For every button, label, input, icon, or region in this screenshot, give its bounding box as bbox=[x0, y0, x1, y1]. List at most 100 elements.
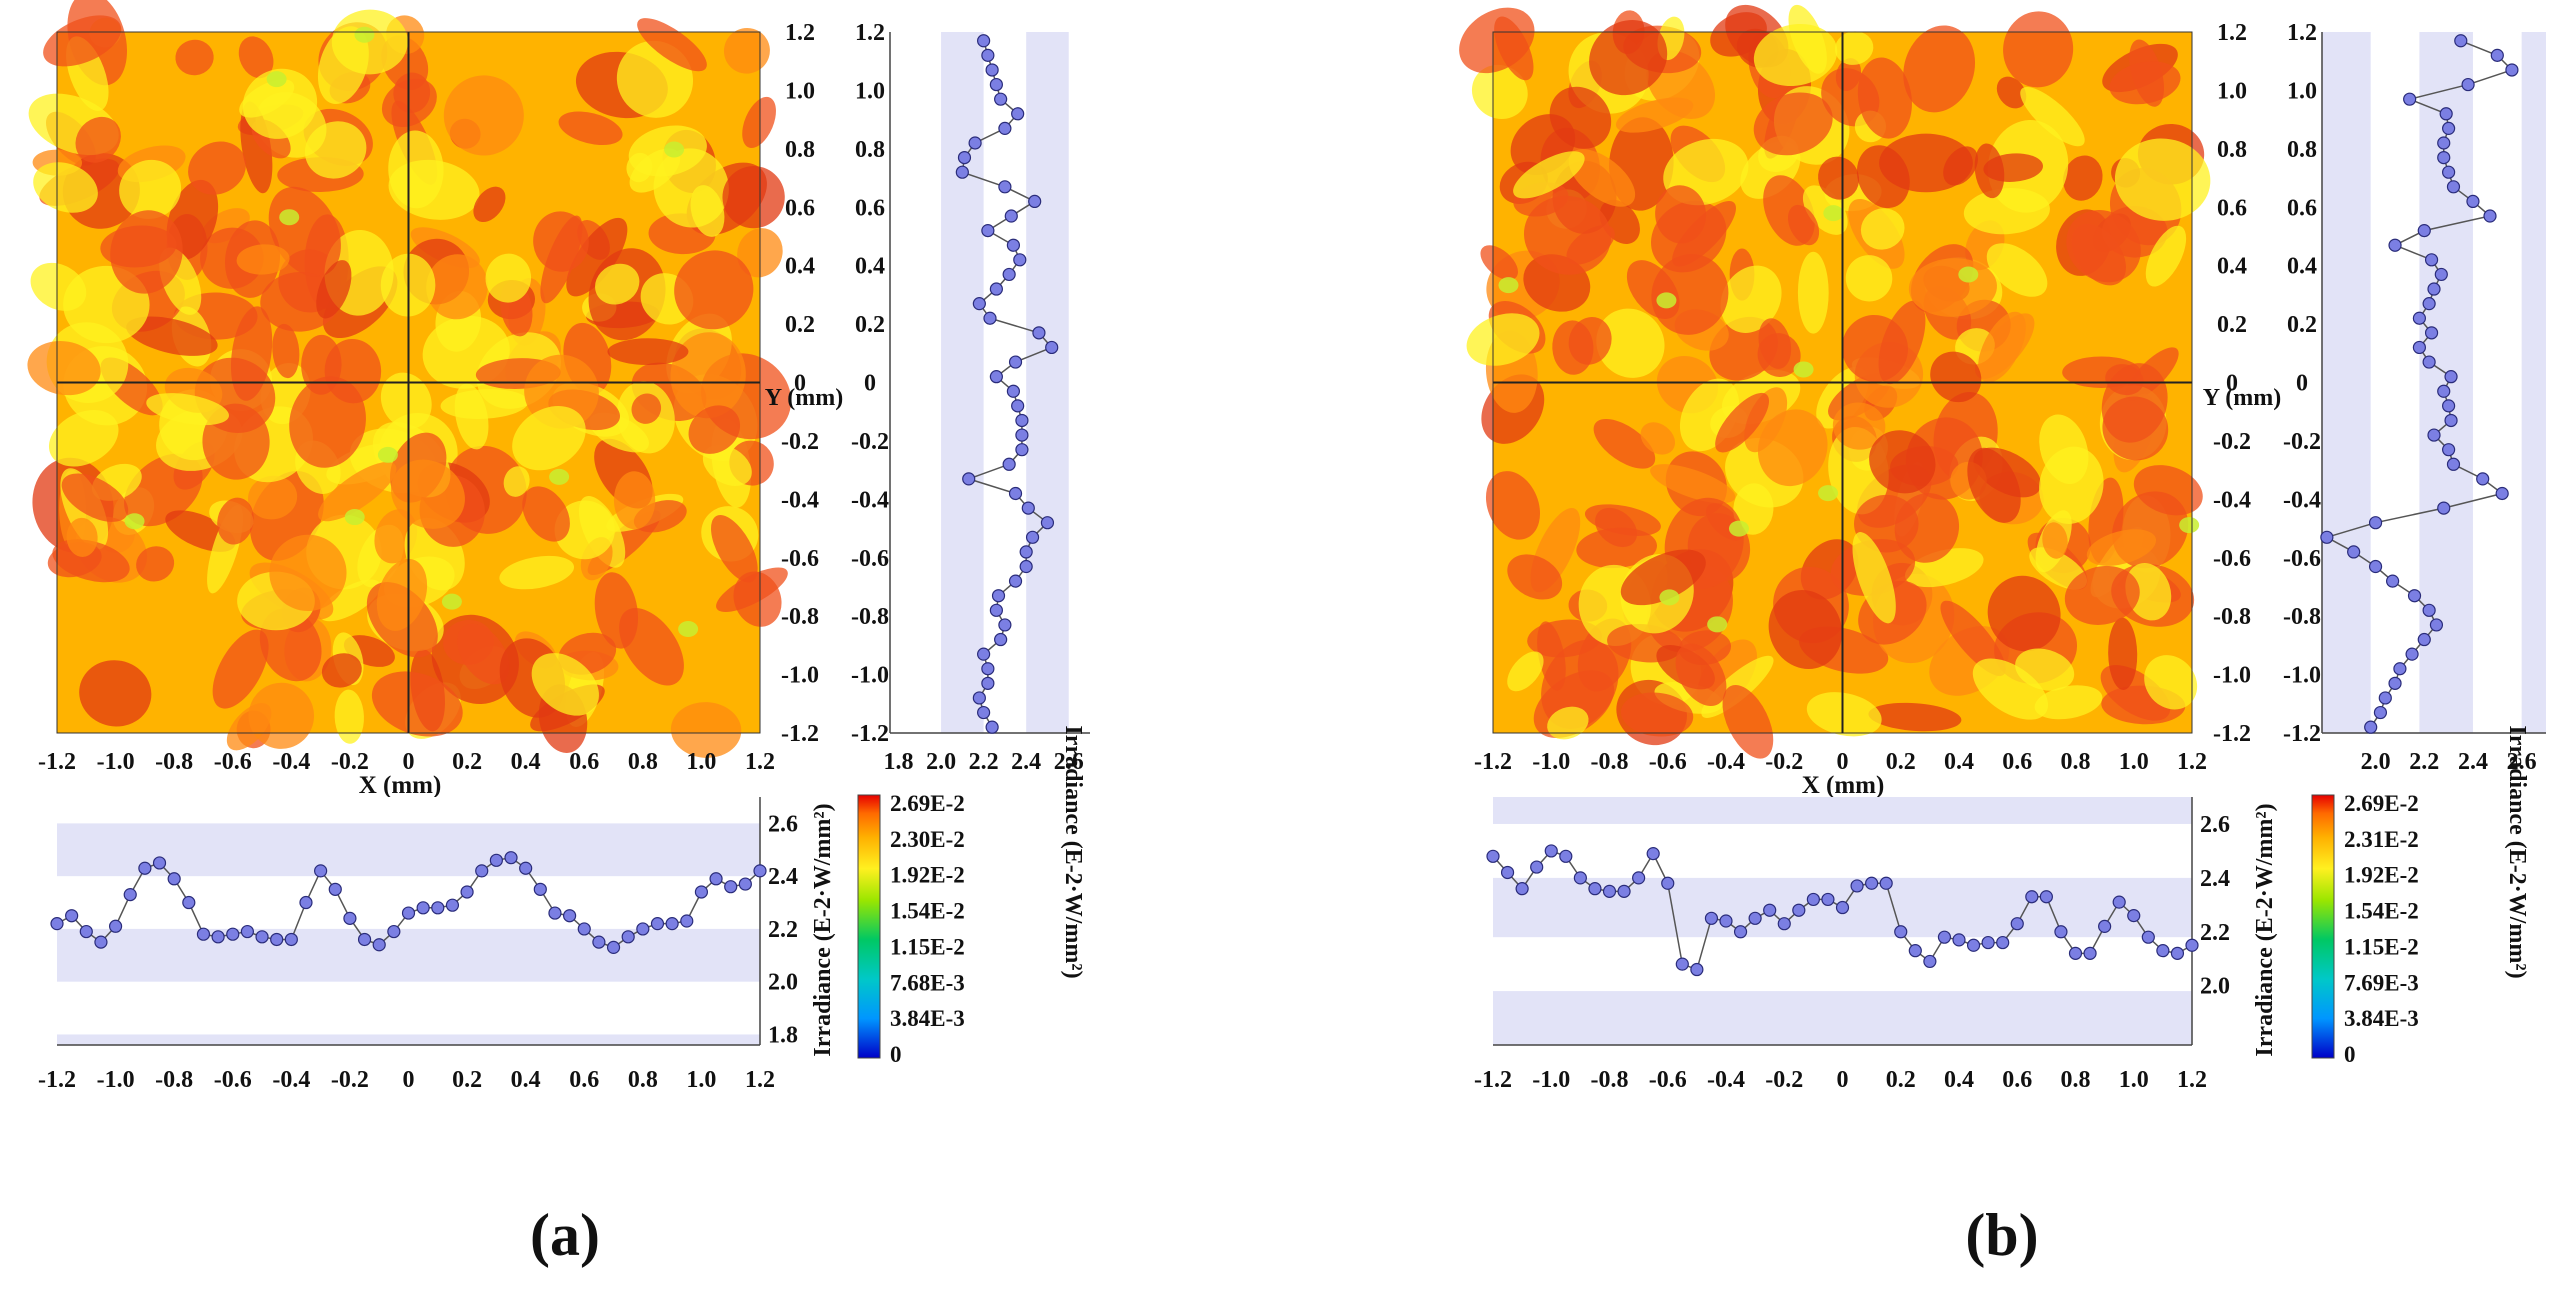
y-tick-label: -0.2 bbox=[2283, 429, 2321, 455]
heatmap-blob bbox=[499, 555, 574, 590]
hprofile-y-tick-label: 1.8 bbox=[768, 1022, 798, 1048]
vprofile-point bbox=[2461, 77, 2475, 92]
heatmap-blob bbox=[2039, 414, 2089, 485]
hprofile-point bbox=[2185, 938, 2199, 952]
hprofile-point bbox=[255, 930, 269, 944]
heatmap-blob bbox=[1513, 151, 1585, 199]
panel-b-crosshair bbox=[1493, 32, 2192, 733]
vprofile-point bbox=[2429, 618, 2444, 632]
vprofile-point bbox=[998, 180, 1012, 194]
vprofile-point bbox=[968, 136, 982, 150]
heatmap-blob bbox=[1894, 493, 1960, 563]
heatmap-blob bbox=[318, 461, 397, 522]
heatmap-blob bbox=[1523, 195, 1612, 275]
vprofile-point bbox=[1015, 443, 1029, 457]
vprofile-point bbox=[1011, 107, 1025, 121]
panel-a-vprofile-y-ticks: -1.2 -1.2 -1.0 -1.0 -0.8 -0.8 -0.6 -0.6 -0.4 -0.4… bbox=[781, 20, 889, 747]
hprofile-point bbox=[2068, 946, 2083, 960]
panel-a-colorbar-ticks: 2.69E-2 2.30E-2 1.92E-2 1.54E-2 1.15E-2 7.68E… bbox=[890, 791, 965, 1067]
colorbar-tick-label: 0 bbox=[890, 1042, 902, 1067]
heatmap-blob bbox=[200, 227, 264, 289]
heatmap-blob bbox=[316, 260, 352, 319]
hprofile-point bbox=[563, 909, 577, 923]
colorbar-tick-label: 1.92E-2 bbox=[2344, 863, 2419, 888]
heatmap-hotspot bbox=[1707, 616, 1728, 633]
panel-b-vprofile-x-ticks: 2.0 2.2 2.4 2.6 bbox=[2361, 749, 2537, 775]
hprofile-point bbox=[1690, 962, 1704, 977]
hprofile-x-tick-label: -0.6 bbox=[1649, 1067, 1687, 1093]
heatmap-blob bbox=[175, 39, 214, 76]
hprofile-point bbox=[1500, 865, 1515, 880]
vprofile-point bbox=[2412, 311, 2426, 325]
hprofile-y-tick-label: 2.2 bbox=[2200, 920, 2230, 946]
vprofile-band bbox=[2322, 32, 2371, 733]
heatmap-blob bbox=[512, 406, 586, 471]
heatmap-blob bbox=[426, 254, 488, 320]
hprofile-point bbox=[1996, 935, 2010, 950]
vprofile-point bbox=[2373, 705, 2388, 720]
hprofile-x-tick-label: 1.2 bbox=[2177, 1067, 2207, 1093]
heatmap-blob bbox=[1963, 188, 2050, 235]
x-tick-label: 1.0 bbox=[2119, 749, 2149, 775]
vprofile-point bbox=[1008, 574, 1023, 588]
y-tick-label: -0.2 bbox=[851, 429, 889, 455]
y-tick-label: 1.0 bbox=[785, 78, 815, 104]
hprofile-point bbox=[1821, 892, 1835, 907]
vprofile-x-tick-label: 2.2 bbox=[969, 749, 999, 775]
heatmap-blob bbox=[66, 517, 98, 557]
hprofile-point bbox=[2156, 944, 2170, 958]
hprofile-point bbox=[299, 895, 313, 910]
x-tick-label: -1.0 bbox=[1532, 749, 1570, 775]
heatmap-blob bbox=[1860, 208, 1905, 250]
y-tick-label: 0.2 bbox=[785, 312, 815, 338]
hprofile-y-tick-label: 2.6 bbox=[768, 811, 798, 837]
heatmap-blob bbox=[1650, 464, 1736, 504]
heatmap-blob bbox=[33, 162, 98, 213]
vprofile-point bbox=[1002, 267, 1016, 282]
heatmap-blob bbox=[319, 579, 381, 622]
y-tick-label: 0 bbox=[864, 371, 876, 397]
heatmap-blob bbox=[1715, 392, 1770, 453]
vprofile-point bbox=[1008, 486, 1023, 501]
vprofile-point bbox=[2320, 530, 2334, 544]
colorbar-tick-label: 7.69E-3 bbox=[2344, 970, 2419, 995]
hprofile-point bbox=[1966, 938, 1981, 952]
heatmap-blob bbox=[540, 215, 583, 304]
x-tick-label: -0.2 bbox=[331, 749, 369, 775]
vprofile-x-tick-label: 2.2 bbox=[2409, 749, 2439, 775]
vprofile-point bbox=[991, 589, 1006, 603]
heatmap-blob bbox=[1753, 23, 1838, 87]
hprofile-point bbox=[1792, 903, 1806, 917]
vprofile-point bbox=[989, 370, 1003, 384]
hprofile-point bbox=[167, 872, 181, 886]
heatmap-blob bbox=[742, 96, 776, 149]
heatmap-blob bbox=[2003, 11, 2074, 88]
heatmap-blob bbox=[722, 166, 785, 229]
vprofile-point bbox=[2417, 632, 2431, 647]
panel-a-hprofile-y-ticks: 1.8 2.0 2.2 2.4 2.6 bbox=[768, 811, 798, 1048]
hprofile-x-tick-label: -0.2 bbox=[1765, 1067, 1803, 1093]
x-tick-label: 0.6 bbox=[569, 749, 599, 775]
heatmap-blob bbox=[2102, 396, 2169, 461]
vprofile-point bbox=[2444, 413, 2458, 428]
panel-b-heatmap-xlabel: X (mm) bbox=[1802, 772, 1885, 799]
hprofile-point bbox=[108, 919, 123, 933]
heatmap-blob bbox=[2020, 86, 2085, 147]
hprofile-point bbox=[123, 888, 137, 902]
heatmap-blob bbox=[690, 185, 725, 237]
hprofile-point bbox=[1632, 871, 1646, 885]
heatmap-blob bbox=[2133, 465, 2203, 516]
heatmap-blob bbox=[637, 18, 707, 72]
heatmap-blob bbox=[1797, 251, 1829, 334]
hprofile-point bbox=[1923, 954, 1937, 969]
hprofile-point bbox=[65, 909, 79, 923]
vprofile-x-tick-label: 1.8 bbox=[884, 749, 914, 775]
vprofile-point bbox=[2442, 121, 2456, 135]
hprofile-point bbox=[357, 932, 372, 947]
heatmap-blob bbox=[136, 546, 175, 582]
vprofile-x-tick-label: 2.0 bbox=[926, 749, 956, 775]
x-tick-label: -0.4 bbox=[1707, 749, 1745, 775]
y-tick-label: 1.0 bbox=[2287, 78, 2317, 104]
hprofile-x-tick-label: -0.6 bbox=[214, 1067, 252, 1093]
heatmap-blob bbox=[388, 130, 444, 209]
